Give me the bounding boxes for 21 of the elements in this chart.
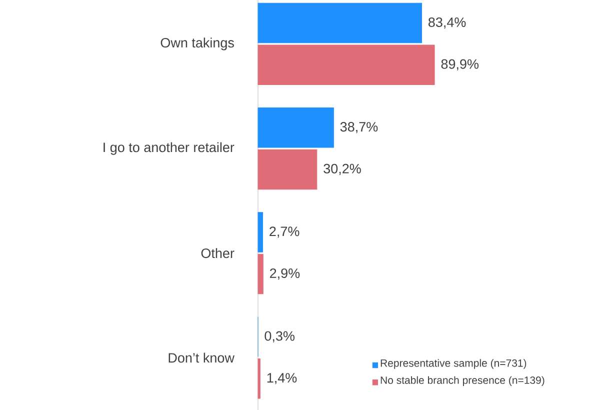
data-label: 83,4%: [428, 17, 466, 29]
legend-label: No stable branch presence (n=139): [380, 376, 544, 386]
data-label: 1,4%: [267, 373, 297, 384]
data-label: 30,2%: [324, 164, 361, 176]
bar: [258, 44, 435, 85]
bar: [258, 358, 260, 399]
bar: [258, 212, 263, 252]
y-tick-label: Own takings: [160, 38, 234, 50]
data-label: 89,9%: [441, 59, 479, 70]
y-tick-label: Don’t know: [168, 352, 234, 363]
bar: [258, 149, 318, 190]
data-label: 2,9%: [270, 268, 300, 280]
legend-label: Representative sample (n=731): [380, 359, 526, 369]
bar: [258, 254, 264, 294]
bar: [258, 2, 422, 44]
y-tick-label: Other: [201, 248, 234, 258]
data-label: 2,7%: [270, 226, 300, 238]
bar: [258, 107, 334, 148]
data-label: 38,7%: [340, 122, 378, 134]
y-tick-label: I go to another retailer: [104, 142, 234, 155]
data-label: 0,3%: [264, 331, 294, 342]
